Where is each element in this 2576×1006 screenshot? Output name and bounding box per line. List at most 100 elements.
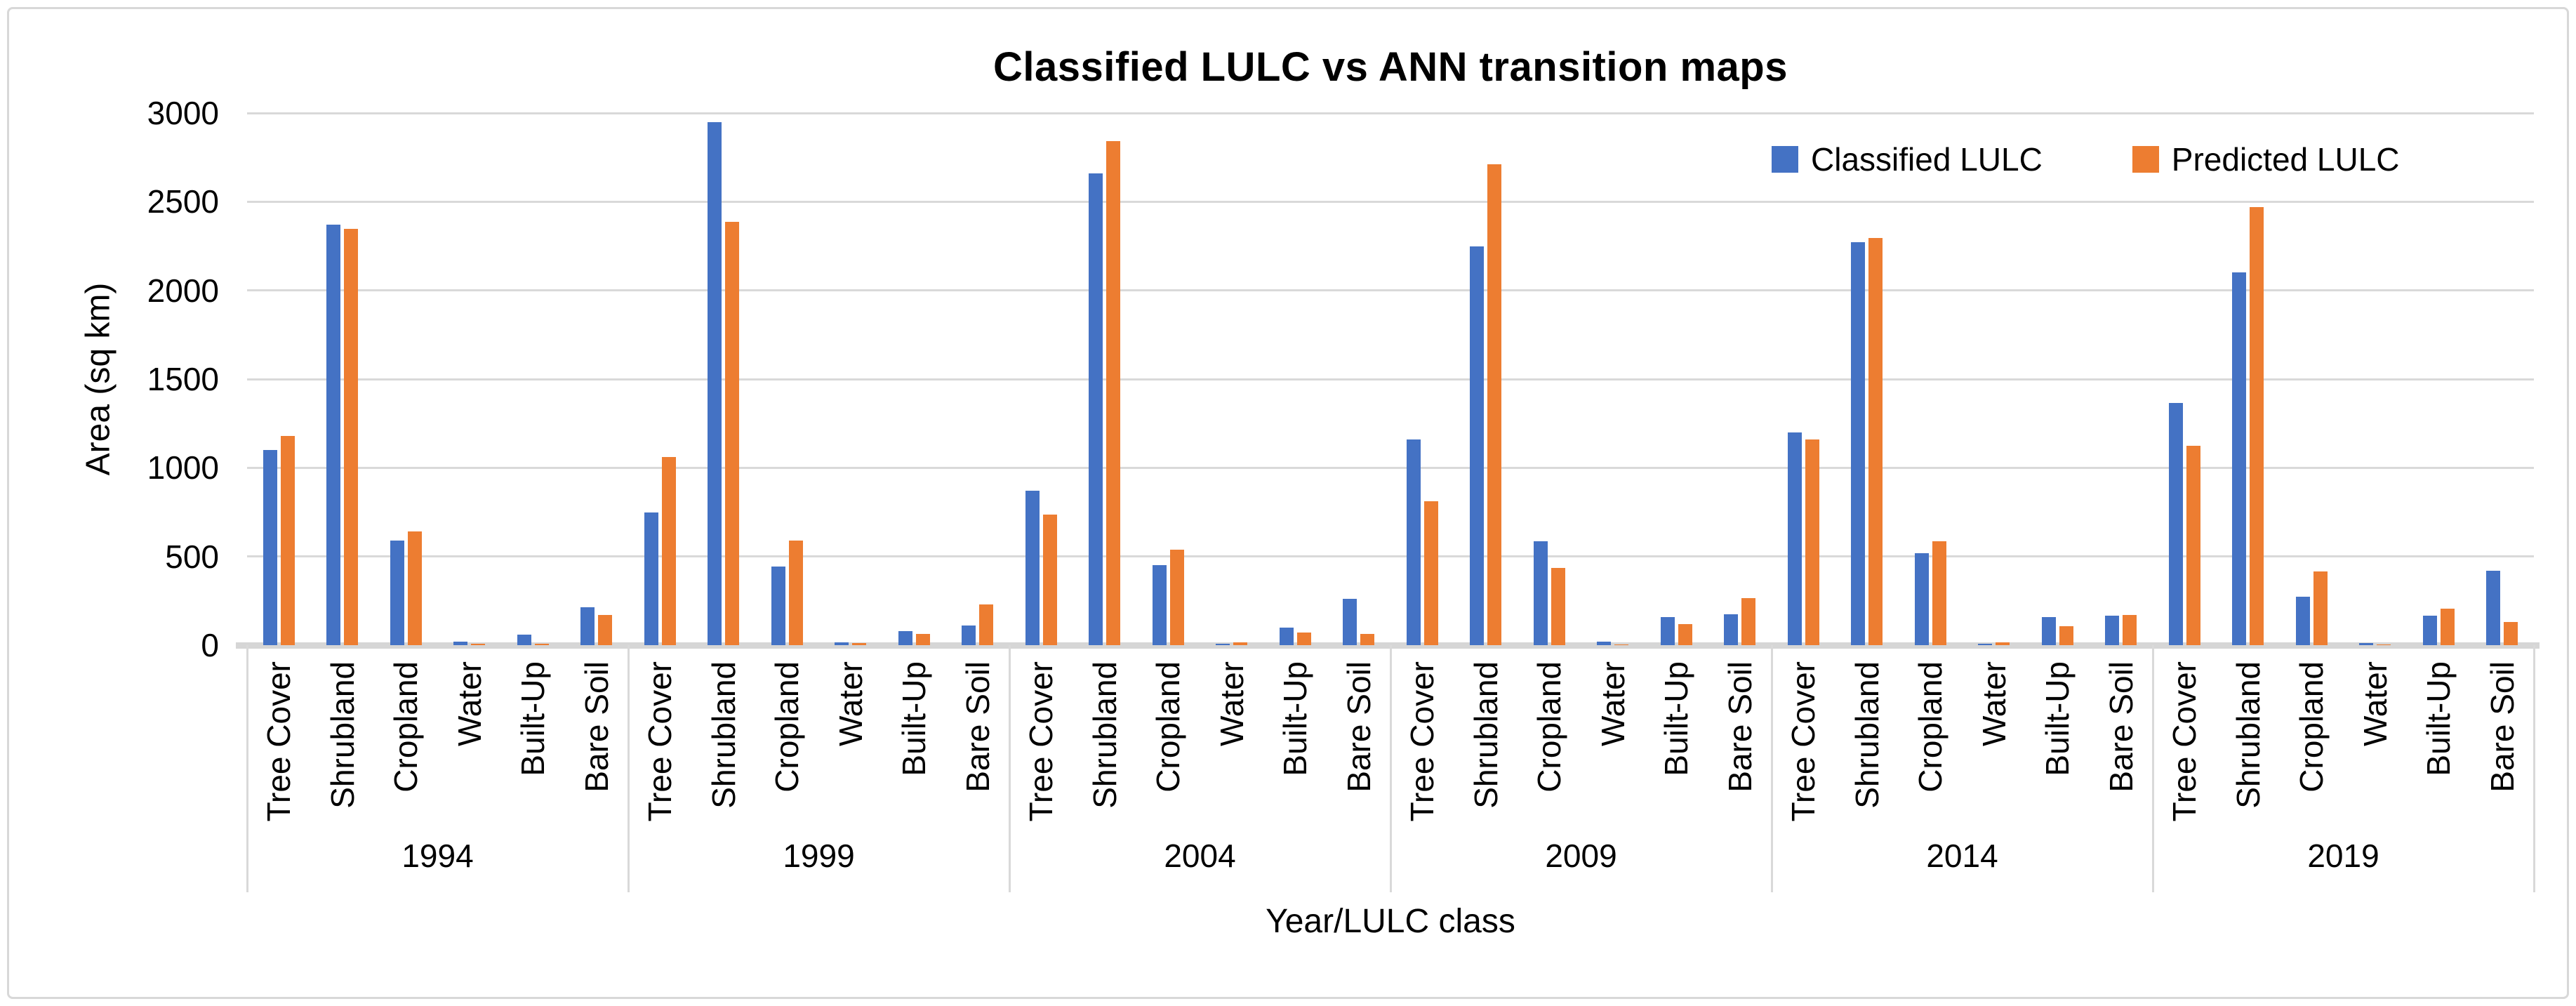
- bar-classified-2014-water: [1978, 643, 1993, 645]
- y-tick-label: 1000: [147, 449, 219, 487]
- category-label: Tree Cover: [260, 661, 298, 822]
- category-label: Built-Up: [896, 661, 933, 776]
- bar-classified-2009-shrubland: [1470, 246, 1485, 645]
- y-tick-label: 0: [201, 627, 219, 663]
- category-label: Water: [1213, 661, 1250, 746]
- bar-predicted-2004-tree-cover: [1042, 515, 1057, 645]
- classified-swatch-icon: [1772, 146, 1798, 173]
- bar-classified-1999-shrubland: [708, 121, 722, 645]
- category-label: Shrubland: [1086, 661, 1123, 809]
- category-label: Built-Up: [1658, 661, 1695, 776]
- category-label: Tree Cover: [642, 661, 679, 822]
- category-label: Tree Cover: [2166, 661, 2203, 822]
- bar-predicted-2004-bare-soil: [1360, 633, 1375, 645]
- category-label: Shrubland: [324, 661, 361, 809]
- bar-classified-2009-bare-soil: [1724, 614, 1739, 645]
- legend: Classified LULC Predicted LULC: [1772, 140, 2400, 178]
- bar-predicted-2014-shrubland: [1868, 238, 1883, 645]
- year-label: 2014: [1926, 838, 1998, 874]
- y-tick-label: 1500: [147, 361, 219, 397]
- bar-classified-2014-tree-cover: [1787, 432, 1802, 645]
- bar-classified-1999-tree-cover: [644, 512, 658, 645]
- bar-predicted-2014-cropland: [1932, 541, 1946, 645]
- bar-predicted-2014-built-up: [2059, 626, 2073, 645]
- bar-classified-1994-bare-soil: [580, 607, 595, 645]
- gridline: [247, 378, 2534, 380]
- y-tick-label: 2500: [147, 183, 219, 220]
- bar-predicted-1999-bare-soil: [979, 604, 994, 645]
- year-label: 1994: [401, 838, 474, 874]
- bar-classified-2019-cropland: [2295, 596, 2310, 645]
- bar-classified-2004-bare-soil: [1343, 599, 1357, 645]
- group-separator: [246, 645, 248, 892]
- legend-label-predicted: Predicted LULC: [2171, 141, 2400, 178]
- bar-classified-2014-cropland: [1914, 552, 1929, 645]
- bar-predicted-2019-cropland: [2313, 571, 2328, 645]
- y-tick-label: 500: [165, 538, 219, 575]
- bar-classified-1994-water: [453, 641, 468, 645]
- bar-predicted-2009-water: [1614, 644, 1629, 645]
- category-label: Bare Soil: [1721, 661, 1758, 793]
- year-label: 1999: [783, 838, 855, 874]
- bar-predicted-2014-bare-soil: [2123, 615, 2137, 645]
- category-label: Cropland: [2293, 661, 2330, 793]
- bar-predicted-1994-tree-cover: [280, 435, 295, 645]
- bar-predicted-1994-shrubland: [344, 229, 359, 645]
- bar-classified-2004-tree-cover: [1025, 491, 1040, 645]
- bar-predicted-2009-cropland: [1551, 568, 1565, 645]
- bar-predicted-2009-built-up: [1678, 623, 1692, 645]
- bar-predicted-1999-water: [852, 642, 867, 645]
- category-label: Shrubland: [1848, 661, 1885, 809]
- bar-classified-2019-water: [2359, 642, 2374, 645]
- category-label: Shrubland: [1467, 661, 1504, 809]
- bar-classified-2009-cropland: [1533, 541, 1548, 645]
- category-label: Water: [451, 661, 488, 746]
- bar-predicted-2004-shrubland: [1106, 141, 1121, 645]
- bar-classified-2009-tree-cover: [1406, 439, 1421, 645]
- bar-classified-2014-bare-soil: [2105, 616, 2120, 645]
- category-label: Built-Up: [2039, 661, 2076, 776]
- year-label: 2009: [1545, 838, 1617, 874]
- gridline: [247, 289, 2534, 292]
- category-label: Water: [1975, 661, 2012, 746]
- bar-classified-1994-shrubland: [326, 225, 341, 645]
- bar-classified-2004-water: [1216, 643, 1230, 645]
- bar-classified-2014-built-up: [2041, 616, 2056, 645]
- bar-predicted-2009-bare-soil: [1741, 598, 1756, 645]
- predicted-swatch-icon: [2132, 146, 2159, 173]
- group-separator: [2532, 645, 2535, 892]
- bar-classified-1999-water: [835, 642, 849, 645]
- category-label: Water: [832, 661, 869, 746]
- bar-predicted-1994-bare-soil: [598, 615, 613, 645]
- bar-predicted-1999-cropland: [788, 540, 803, 645]
- bar-predicted-2014-tree-cover: [1805, 439, 1819, 645]
- group-separator: [1770, 645, 1773, 892]
- bar-predicted-1994-cropland: [407, 531, 422, 645]
- bar-predicted-1994-built-up: [534, 643, 549, 645]
- bar-classified-2009-water: [1597, 641, 1612, 645]
- category-label: Bare Soil: [1340, 661, 1377, 793]
- category-label: Tree Cover: [1785, 661, 1822, 822]
- category-label: Bare Soil: [2102, 661, 2139, 793]
- bar-classified-2014-shrubland: [1851, 242, 1866, 645]
- bar-predicted-2009-shrubland: [1487, 164, 1502, 645]
- category-label: Cropland: [1912, 661, 1949, 793]
- bar-classified-1999-bare-soil: [962, 626, 976, 645]
- x-axis-line: [236, 642, 2540, 649]
- legend-item-predicted: Predicted LULC: [2132, 140, 2400, 178]
- bar-predicted-2019-built-up: [2440, 609, 2455, 645]
- bar-predicted-2004-built-up: [1296, 633, 1311, 645]
- category-label: Cropland: [1150, 661, 1187, 793]
- category-label: Water: [2356, 661, 2394, 746]
- category-label: Bare Soil: [959, 661, 996, 793]
- category-label: Built-Up: [2420, 661, 2457, 776]
- bar-classified-2019-bare-soil: [2486, 570, 2501, 645]
- bar-predicted-2009-tree-cover: [1423, 501, 1438, 645]
- category-label: Cropland: [769, 661, 806, 793]
- group-separator: [2151, 645, 2154, 892]
- bar-predicted-1994-water: [471, 643, 486, 645]
- bar-predicted-2019-tree-cover: [2186, 445, 2200, 645]
- category-label: Cropland: [387, 661, 425, 793]
- bar-predicted-2004-water: [1233, 642, 1248, 645]
- category-label: Tree Cover: [1404, 661, 1441, 822]
